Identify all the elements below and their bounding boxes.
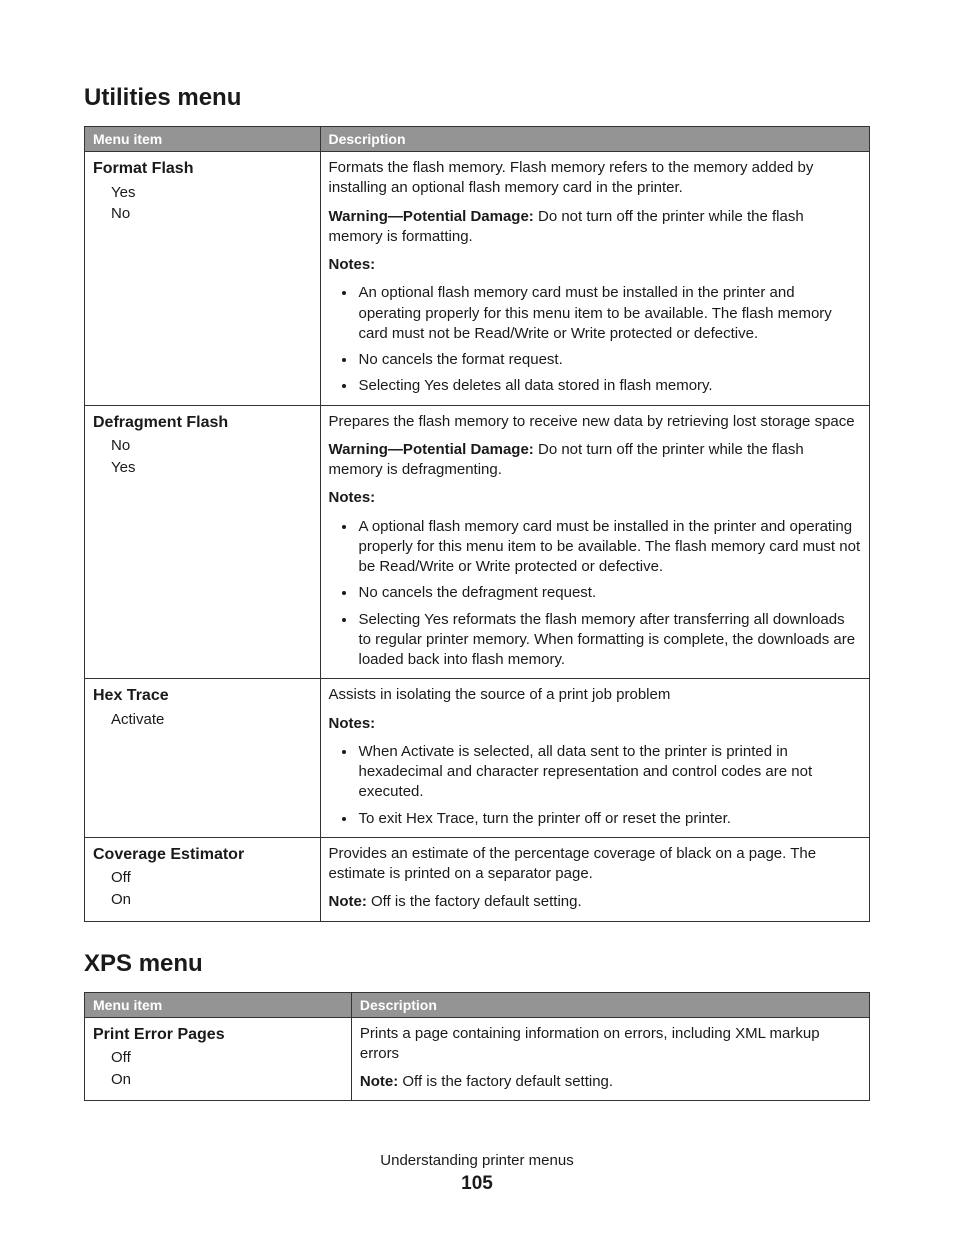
notes-label: Notes: bbox=[329, 255, 862, 275]
notes-label: Notes: bbox=[329, 488, 862, 508]
notes-list: An optional flash memory card must be in… bbox=[329, 283, 862, 396]
desc-note: Note: Off is the factory default setting… bbox=[329, 892, 862, 912]
desc-intro: Assists in isolating the source of a pri… bbox=[329, 685, 862, 705]
notes-list: A optional flash memory card must be ins… bbox=[329, 517, 862, 671]
xps-table: Menu item Description Print Error Pages … bbox=[84, 992, 870, 1102]
page-number: 105 bbox=[0, 1173, 954, 1195]
document-page: Utilities menu Menu item Description For… bbox=[0, 0, 954, 1235]
desc-warning: Warning—Potential Damage: Do not turn of… bbox=[329, 440, 862, 481]
table-row: Format Flash Yes No Formats the flash me… bbox=[85, 152, 870, 406]
col-header-desc: Description bbox=[351, 992, 869, 1017]
item-option: Yes bbox=[93, 457, 312, 479]
footer-title: Understanding printer menus bbox=[0, 1152, 954, 1169]
desc-warning: Warning—Potential Damage: Do not turn of… bbox=[329, 207, 862, 248]
note-label: Note: bbox=[329, 893, 367, 910]
page-footer: Understanding printer menus 105 bbox=[0, 1152, 954, 1195]
note-bullet: No cancels the defragment request. bbox=[357, 583, 862, 603]
table-row: Hex Trace Activate Assists in isolating … bbox=[85, 679, 870, 838]
note-text: Off is the factory default setting. bbox=[367, 893, 582, 910]
item-option: Yes bbox=[93, 182, 312, 204]
col-header-item: Menu item bbox=[85, 127, 321, 152]
note-bullet: When Activate is selected, all data sent… bbox=[357, 742, 862, 803]
warning-label: Warning—Potential Damage: bbox=[329, 441, 534, 458]
utilities-heading: Utilities menu bbox=[84, 84, 870, 112]
note-bullet: Selecting Yes reformats the flash memory… bbox=[357, 610, 862, 671]
table-row: Defragment Flash No Yes Prepares the fla… bbox=[85, 405, 870, 679]
xps-heading: XPS menu bbox=[84, 950, 870, 978]
note-bullet: No cancels the format request. bbox=[357, 350, 862, 370]
table-row: Coverage Estimator Off On Provides an es… bbox=[85, 837, 870, 921]
item-title: Defragment Flash bbox=[93, 412, 312, 434]
desc-intro: Prints a page containing information on … bbox=[360, 1024, 861, 1065]
note-label: Note: bbox=[360, 1073, 398, 1090]
desc-intro: Prepares the flash memory to receive new… bbox=[329, 412, 862, 432]
item-title: Print Error Pages bbox=[93, 1024, 343, 1046]
item-option: Off bbox=[93, 1047, 343, 1069]
note-bullet: To exit Hex Trace, turn the printer off … bbox=[357, 809, 862, 829]
desc-note: Note: Off is the factory default setting… bbox=[360, 1072, 861, 1092]
item-option: Activate bbox=[93, 709, 312, 731]
item-title: Coverage Estimator bbox=[93, 844, 312, 866]
desc-intro: Provides an estimate of the percentage c… bbox=[329, 844, 862, 885]
col-header-item: Menu item bbox=[85, 992, 352, 1017]
item-title: Hex Trace bbox=[93, 685, 312, 707]
item-option: On bbox=[93, 1069, 343, 1091]
notes-list: When Activate is selected, all data sent… bbox=[329, 742, 862, 829]
table-row: Print Error Pages Off On Prints a page c… bbox=[85, 1017, 870, 1101]
note-bullet: Selecting Yes deletes all data stored in… bbox=[357, 376, 862, 396]
note-bullet: A optional flash memory card must be ins… bbox=[357, 517, 862, 578]
utilities-table: Menu item Description Format Flash Yes N… bbox=[84, 126, 870, 922]
col-header-desc: Description bbox=[320, 127, 870, 152]
item-option: Off bbox=[93, 867, 312, 889]
item-option: On bbox=[93, 889, 312, 911]
note-bullet: An optional flash memory card must be in… bbox=[357, 283, 862, 344]
item-option: No bbox=[93, 435, 312, 457]
desc-intro: Formats the flash memory. Flash memory r… bbox=[329, 158, 862, 199]
item-title: Format Flash bbox=[93, 158, 312, 180]
warning-label: Warning—Potential Damage: bbox=[329, 208, 534, 225]
notes-label: Notes: bbox=[329, 714, 862, 734]
item-option: No bbox=[93, 203, 312, 225]
note-text: Off is the factory default setting. bbox=[398, 1073, 613, 1090]
